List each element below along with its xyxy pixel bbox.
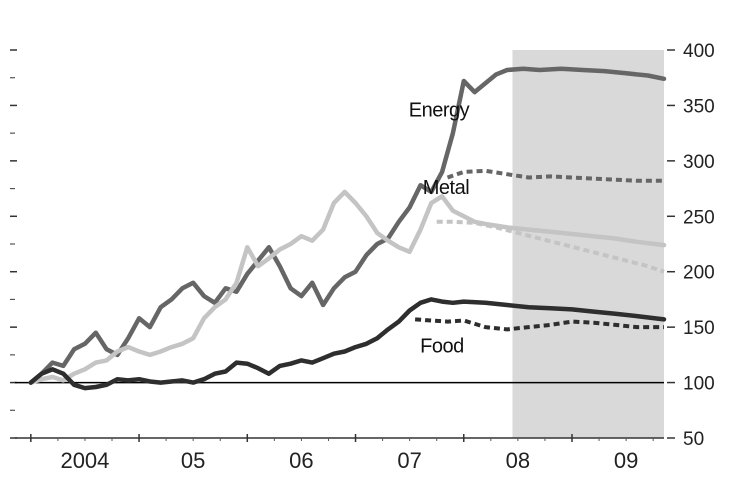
y-tick-label: 400: [683, 41, 715, 62]
series-food-forecast-line: [414, 317, 664, 332]
x-tick-label: 09: [614, 448, 638, 473]
series-food-line: [28, 297, 667, 391]
right-axis: 50 100 150 200 250 300 350 400: [667, 41, 715, 450]
series-labels: Energy Metal Food: [409, 100, 470, 358]
y-tick-label: 100: [683, 374, 715, 395]
series-metal-forecast-line: [436, 219, 665, 274]
x-tick-label: 2004: [60, 448, 109, 473]
series-label-metal: Metal: [423, 177, 469, 199]
y-tick-label: 350: [683, 96, 715, 117]
series-energy-forecast-line: [446, 168, 664, 183]
series-label-food: Food: [420, 336, 464, 358]
series-label-energy: Energy: [409, 100, 470, 122]
x-tick-label: 08: [506, 448, 530, 473]
left-axis: [10, 49, 17, 439]
x-tick-label: 06: [289, 448, 313, 473]
y-tick-label: 300: [683, 152, 715, 173]
y-tick-label: 150: [683, 318, 715, 339]
series-energy-line: [28, 66, 667, 385]
x-tick-label: 07: [397, 448, 421, 473]
y-tick-label: 200: [683, 263, 715, 284]
series-layer: [28, 66, 667, 391]
y-tick-label: 50: [683, 429, 704, 450]
y-tick-label: 250: [683, 207, 715, 228]
x-tick-label: 05: [181, 448, 205, 473]
x-axis: 2004 05 06 07 08 09: [15, 434, 664, 473]
